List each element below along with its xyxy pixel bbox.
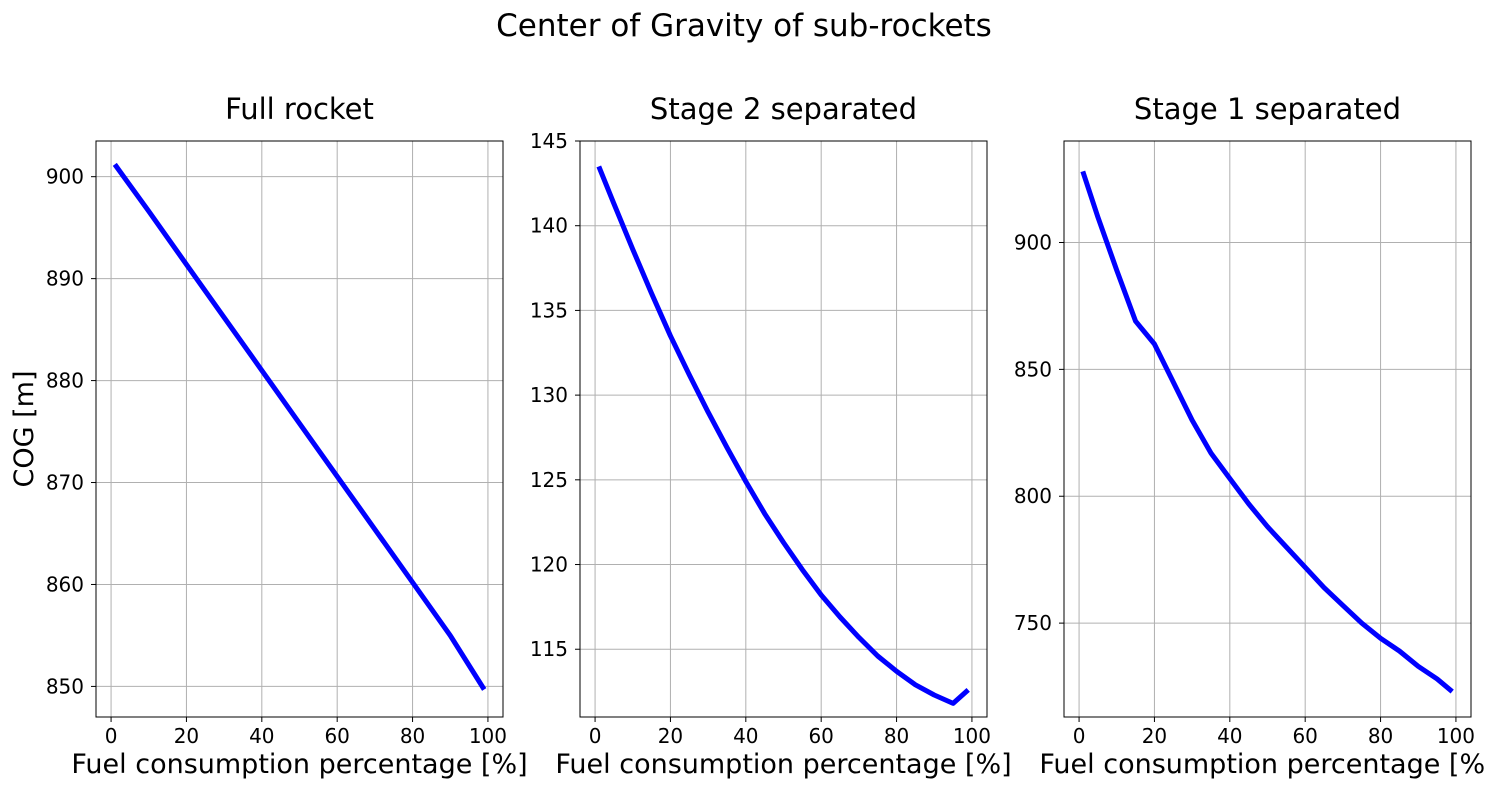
stage-1-separated-axes-frame <box>1063 140 1472 718</box>
full-rocket-title: Full rocket <box>225 92 374 126</box>
full-rocket-xlabel: Fuel consumption percentage [%] <box>71 749 527 780</box>
full-rocket-axes-frame <box>95 140 504 718</box>
stage-1-separated-xtick-label-20: 20 <box>1142 724 1167 748</box>
full-rocket-xtick-label-100: 100 <box>469 724 507 748</box>
stage-1-separated-xtick-label-0: 0 <box>1073 724 1086 748</box>
full-rocket-ytick-label-850: 850 <box>46 674 84 698</box>
full-rocket-ylabel: COG [m] <box>9 371 40 488</box>
full-rocket-xtick-label-0: 0 <box>105 724 118 748</box>
stage-1-separated-ytick-label-800: 800 <box>1014 484 1052 508</box>
full-rocket-ytick-label-870: 870 <box>46 471 84 495</box>
stage-1-separated-xtick-label-100: 100 <box>1437 724 1475 748</box>
stage-2-separated-ytick-label-130: 130 <box>530 383 568 407</box>
stage-1-separated-xtick-label-60: 60 <box>1292 724 1317 748</box>
full-rocket-ytick-label-880: 880 <box>46 369 84 393</box>
full-rocket-xtick-label-60: 60 <box>324 724 349 748</box>
full-rocket-ytick-label-900: 900 <box>46 165 84 189</box>
stage-1-separated-xtick-label-40: 40 <box>1217 724 1242 748</box>
stage-2-separated-ytick-label-135: 135 <box>530 298 568 322</box>
stage-2-separated-xtick-label-60: 60 <box>808 724 833 748</box>
full-rocket-series-line-0 <box>112 162 487 691</box>
full-rocket-ytick-label-860: 860 <box>46 572 84 596</box>
full-rocket-xtick-label-80: 80 <box>400 724 425 748</box>
stage-2-separated-ytick-label-125: 125 <box>530 468 568 492</box>
stage-2-separated-ytick-label-115: 115 <box>530 637 568 661</box>
subplot-stage-2-separated: 0 20 40 60 80 100 115 120 125 130 135 140 145 Stage 2… <box>530 92 1012 780</box>
stage-2-separated-axes-frame <box>579 140 988 718</box>
stage-1-separated-ytick-label-900: 900 <box>1014 230 1052 254</box>
stage-2-separated-xlabel: Fuel consumption percentage [%] <box>555 749 1011 780</box>
stage-1-separated-xtick-label-80: 80 <box>1368 724 1393 748</box>
stage-1-separated-series-line-0 <box>1080 170 1454 694</box>
stage-1-separated-ytick-label-750: 750 <box>1014 611 1052 635</box>
full-rocket-xtick-label-20: 20 <box>174 724 199 748</box>
full-rocket-xtick-label-40: 40 <box>249 724 274 748</box>
stage-2-separated-ytick-label-140: 140 <box>530 214 568 238</box>
full-rocket-ytick-label-890: 890 <box>46 267 84 291</box>
stage-2-separated-ytick-label-145: 145 <box>530 129 568 153</box>
subplot-stage-1-separated: 0 20 40 60 80 100 750 800 850 900 Stage 1 separate… <box>1014 92 1487 780</box>
stage-2-separated-ytick-label-120: 120 <box>530 553 568 577</box>
stage-2-separated-xtick-label-20: 20 <box>658 724 683 748</box>
stage-1-separated-ytick-label-850: 850 <box>1014 357 1052 381</box>
stage-2-separated-xtick-label-80: 80 <box>884 724 909 748</box>
stage-2-separated-series-line-0 <box>596 165 970 706</box>
stage-2-separated-xtick-label-40: 40 <box>733 724 758 748</box>
stage-2-separated-title: Stage 2 separated <box>650 92 917 126</box>
stage-2-separated-xtick-label-0: 0 <box>589 724 602 748</box>
figure-suptitle: Center of Gravity of sub-rockets <box>496 8 992 44</box>
stage-1-separated-xlabel: Fuel consumption percentage [%] <box>1039 749 1487 780</box>
stage-2-separated-xtick-label-100: 100 <box>953 724 991 748</box>
stage-1-separated-title: Stage 1 separated <box>1134 92 1401 126</box>
subplot-full-rocket: 0 20 40 60 80 100 850 860 870 880 890 900 Full rocke… <box>9 92 528 780</box>
